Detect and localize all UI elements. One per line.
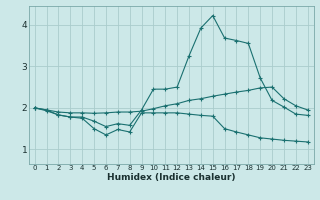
X-axis label: Humidex (Indice chaleur): Humidex (Indice chaleur) <box>107 173 236 182</box>
